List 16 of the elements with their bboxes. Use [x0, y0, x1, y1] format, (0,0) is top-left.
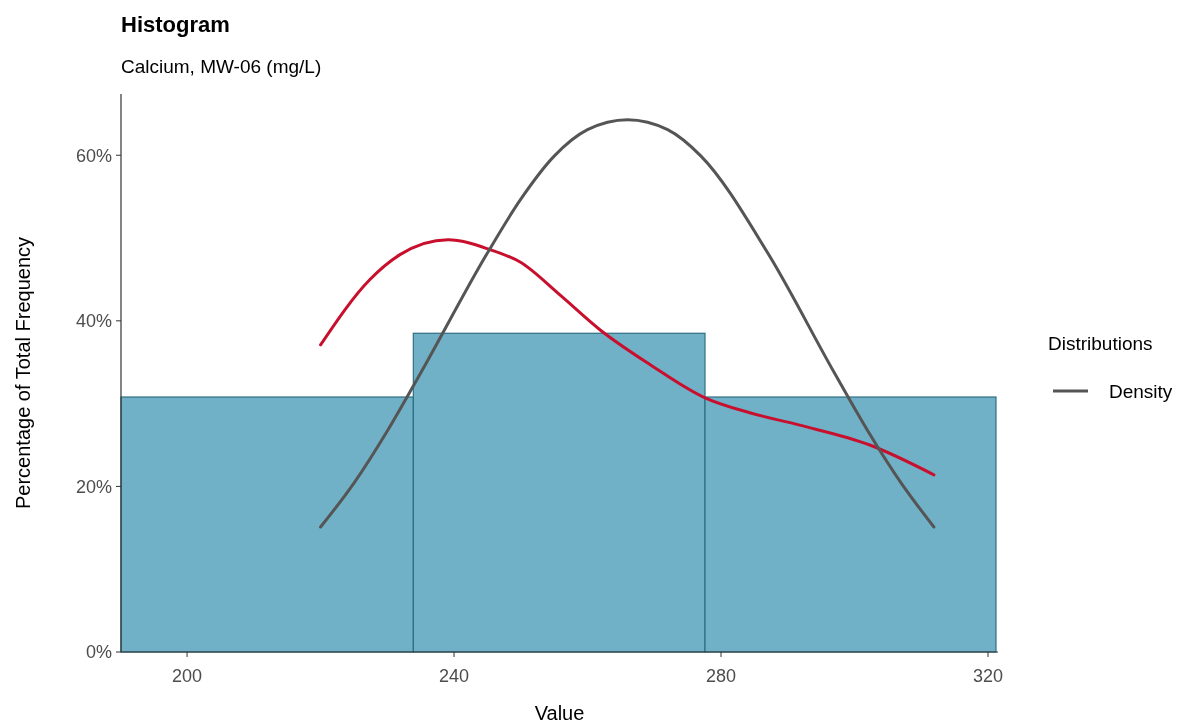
line-series	[319, 238, 936, 477]
legend-label: Density	[1109, 380, 1173, 402]
legend-title: Distributions	[1048, 333, 1153, 354]
y-tick-label: 0%	[85, 642, 112, 663]
x-tick-label: 240	[439, 666, 470, 686]
y-axis-title: Percentage of Total Frequency	[12, 236, 34, 510]
y-tick-label: 20%	[75, 476, 112, 497]
y-tick-label: 60%	[75, 145, 112, 166]
y-tick-label: 40%	[75, 311, 112, 332]
x-tick-label: 200	[172, 666, 203, 686]
line-series	[319, 118, 936, 529]
chart-subtitle: Calcium, MW-06 (mg/L)	[121, 56, 322, 77]
chart-title: Histogram	[121, 12, 230, 37]
x-tick-label: 320	[972, 666, 1004, 686]
x-tick-label: 280	[705, 666, 737, 686]
x-axis-title: Value	[534, 702, 585, 724]
